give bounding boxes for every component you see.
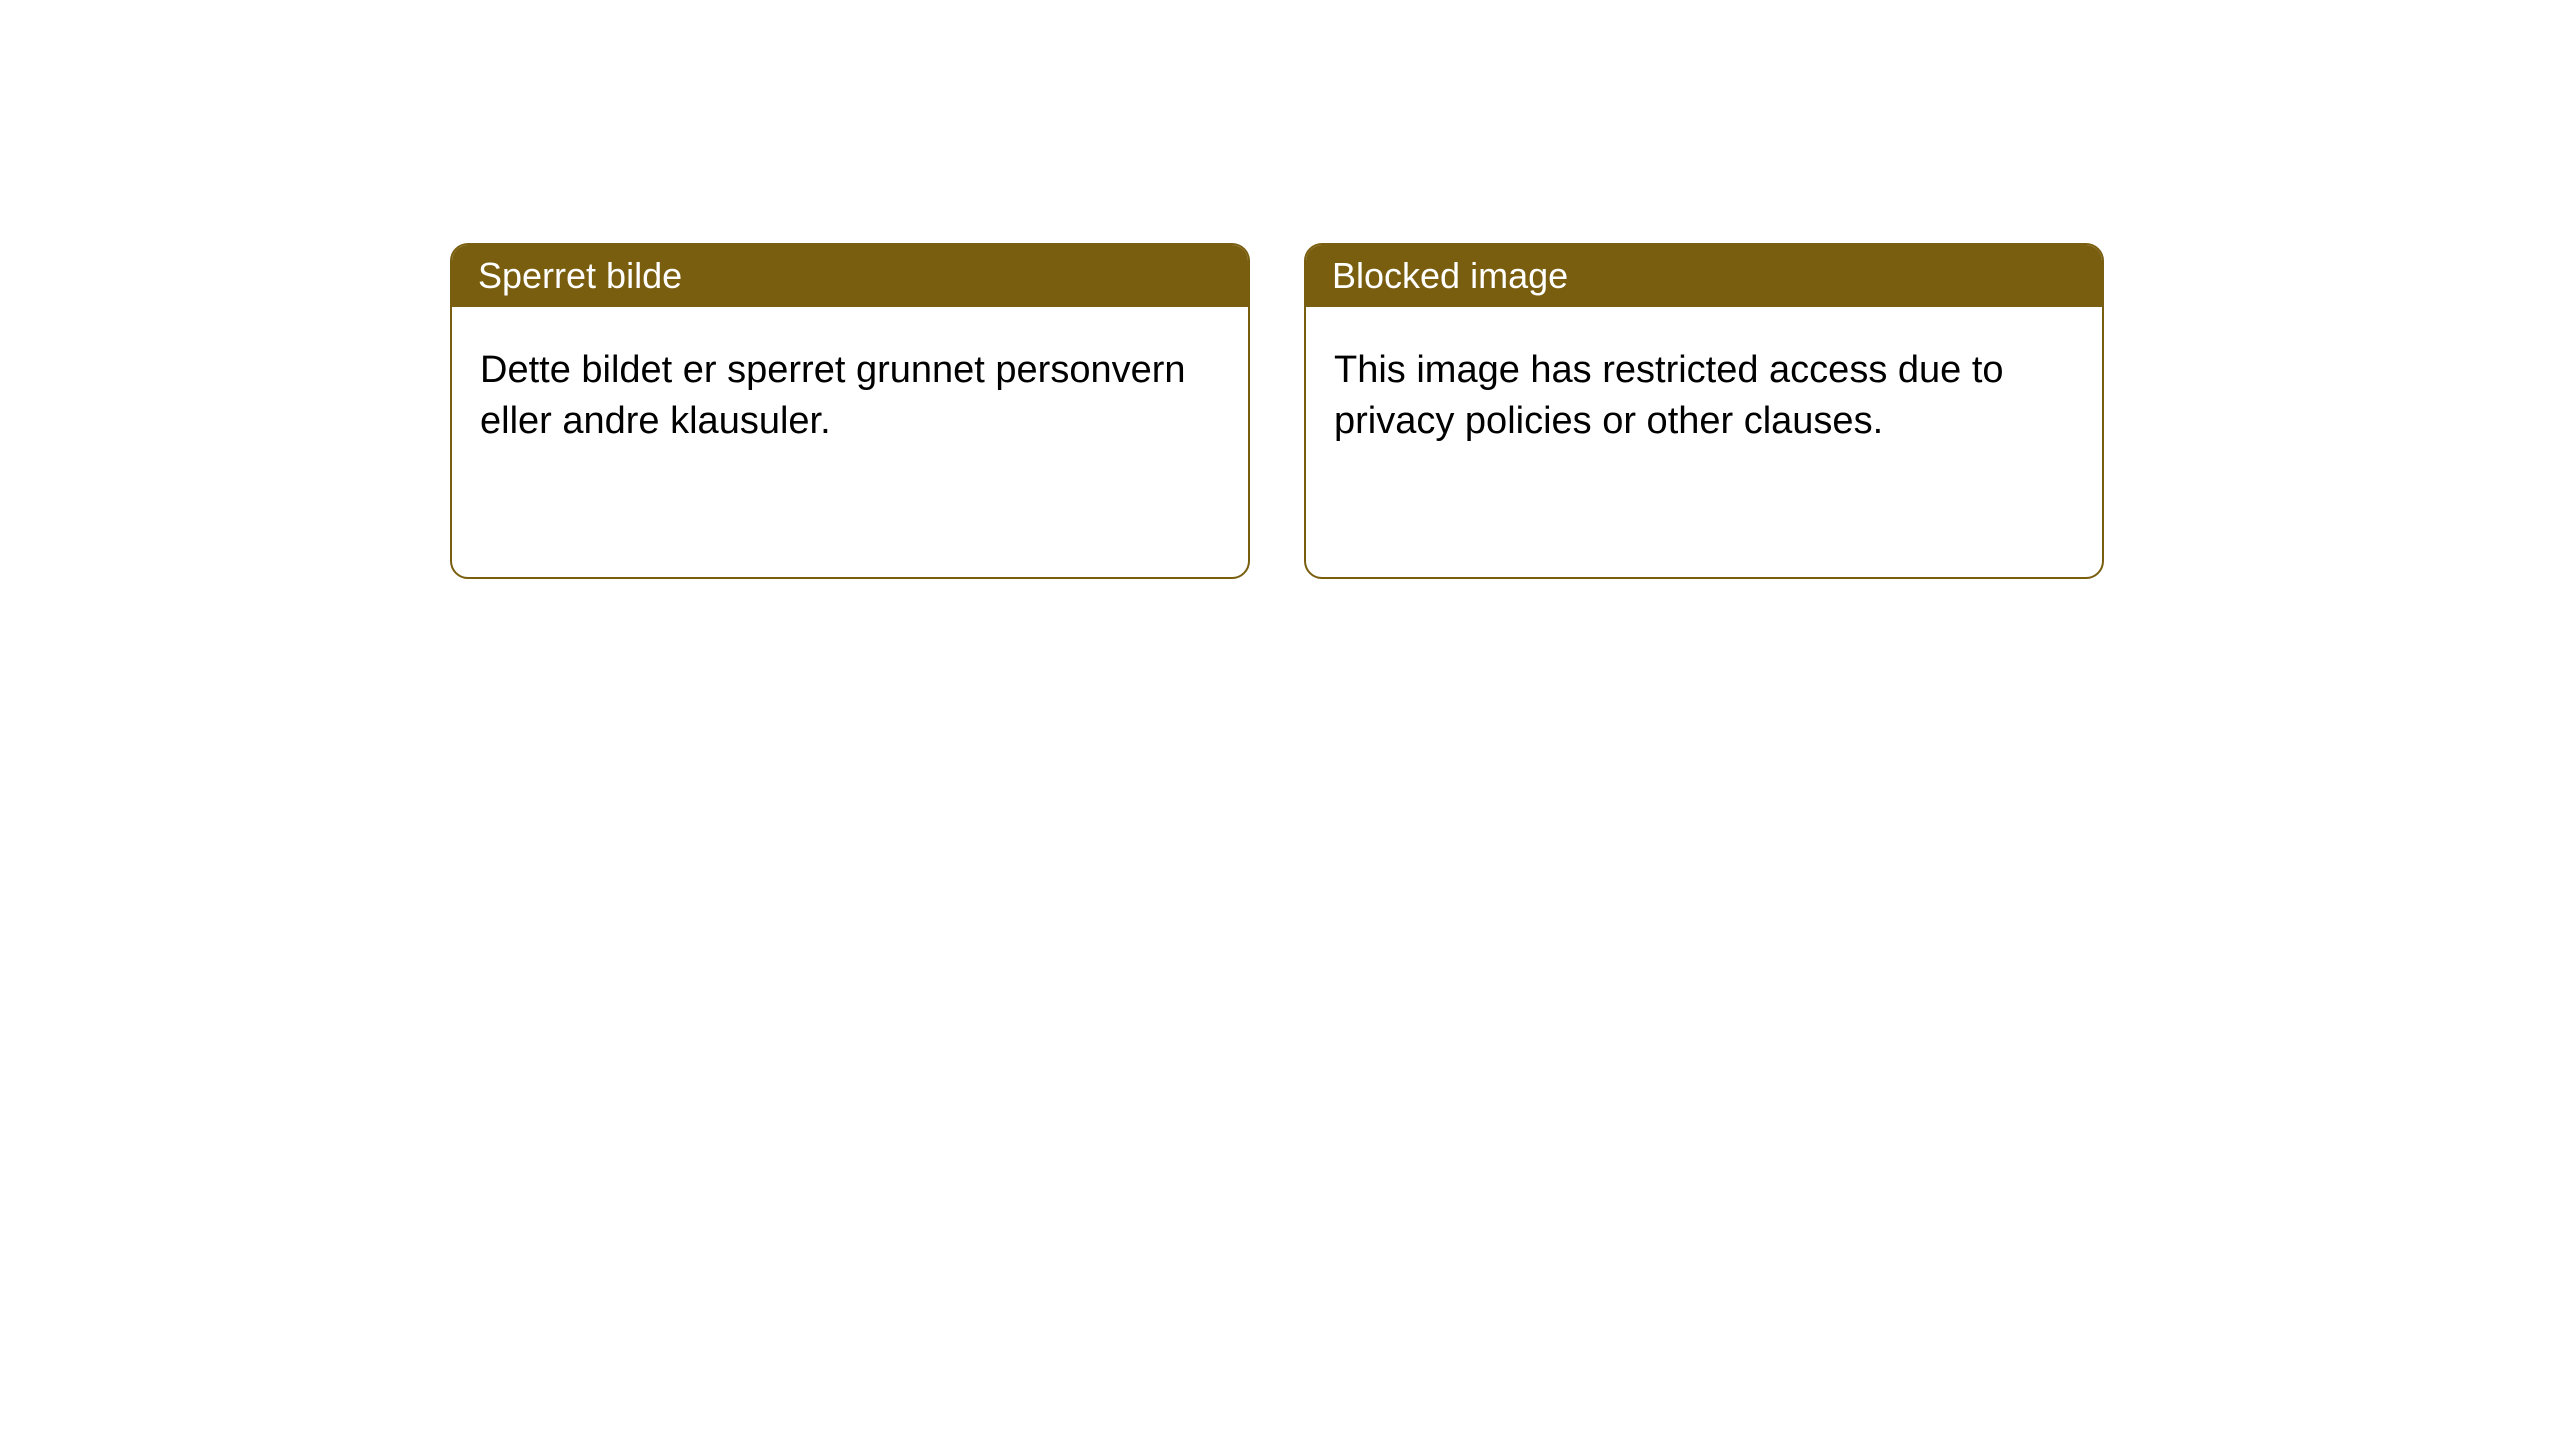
notice-header: Blocked image [1306,245,2102,307]
notice-header: Sperret bilde [452,245,1248,307]
notice-text: This image has restricted access due to … [1334,349,2004,442]
notice-body: This image has restricted access due to … [1306,307,2102,577]
notice-title: Blocked image [1332,255,1568,296]
notice-container: Sperret bilde Dette bildet er sperret gr… [0,0,2560,579]
notice-card-norwegian: Sperret bilde Dette bildet er sperret gr… [450,243,1250,579]
notice-body: Dette bildet er sperret grunnet personve… [452,307,1248,577]
notice-title: Sperret bilde [478,255,682,296]
notice-card-english: Blocked image This image has restricted … [1304,243,2104,579]
notice-text: Dette bildet er sperret grunnet personve… [480,349,1186,442]
